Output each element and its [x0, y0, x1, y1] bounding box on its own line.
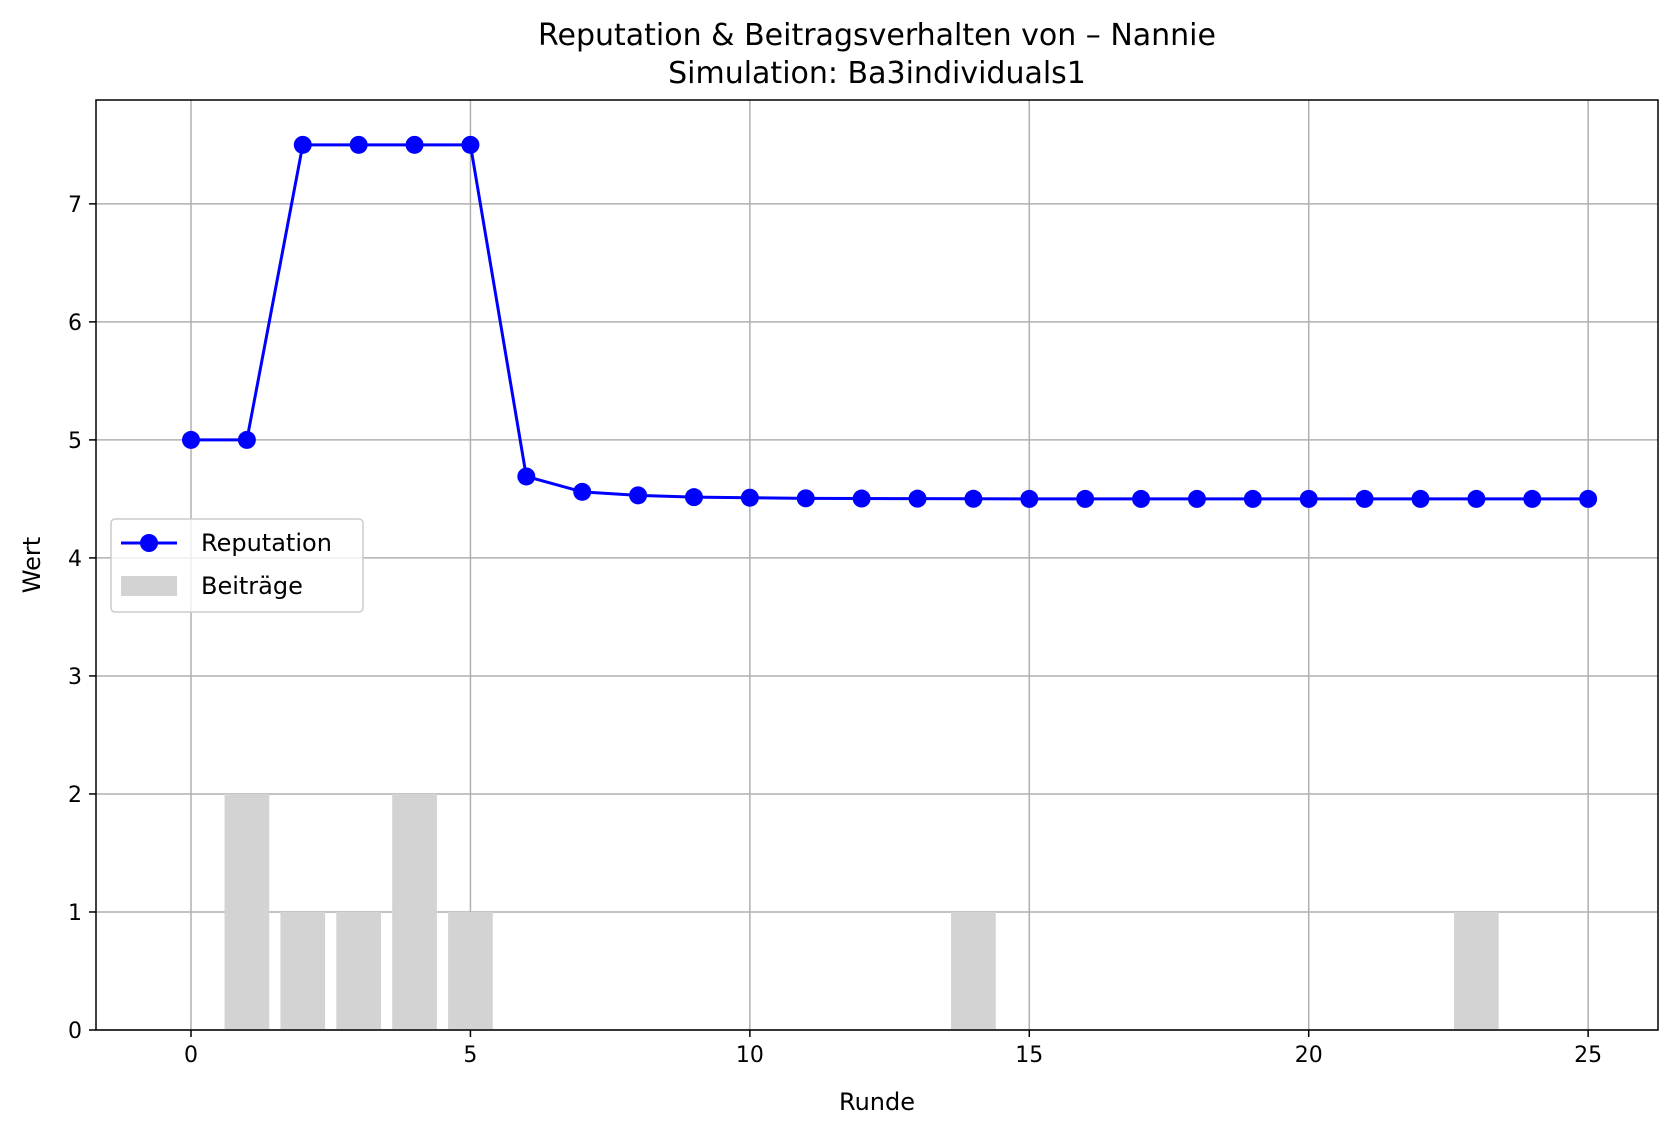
- chart-subtitle: Simulation: Ba3individuals1: [668, 56, 1086, 91]
- reputation-point: [182, 430, 201, 449]
- x-tick-label: 5: [463, 1043, 477, 1068]
- reputation-point: [1411, 489, 1430, 508]
- y-tick-label: 4: [68, 547, 82, 572]
- reputation-point: [1076, 489, 1095, 508]
- bar: [951, 911, 996, 1030]
- reputation-point: [1243, 489, 1262, 508]
- reputation-point: [1523, 489, 1542, 508]
- reputation-point: [293, 135, 312, 154]
- reputation-line: [191, 143, 1589, 501]
- y-tick-label: 2: [68, 783, 82, 808]
- bar: [224, 793, 270, 1030]
- x-tick-label: 10: [736, 1043, 764, 1068]
- line-series: [182, 135, 1598, 508]
- legend-marker-swatch: [140, 534, 158, 552]
- bar: [280, 911, 326, 1030]
- reputation-point: [684, 488, 703, 507]
- reputation-point: [237, 430, 256, 449]
- y-tick-label: 5: [68, 429, 82, 454]
- reputation-point: [964, 489, 983, 508]
- x-tick-label: 0: [184, 1043, 198, 1068]
- bar: [392, 793, 437, 1030]
- y-tick-label: 1: [68, 901, 82, 926]
- bar: [1454, 911, 1499, 1030]
- y-tick-label: 0: [68, 1019, 82, 1044]
- reputation-point: [852, 489, 871, 508]
- reputation-point: [1187, 489, 1206, 508]
- y-tick-label: 7: [68, 193, 82, 218]
- axis-ticks: 0 5 10 15 20 25 0 1 2 3 4 5 6 7: [68, 193, 1602, 1068]
- reputation-point: [1132, 489, 1151, 508]
- y-axis-label: Wert: [18, 537, 46, 593]
- x-tick-label: 15: [1015, 1043, 1043, 1068]
- reputation-point: [629, 486, 648, 505]
- reputation-point: [461, 135, 480, 154]
- reputation-point: [573, 482, 592, 501]
- plot-frame: [95, 99, 1659, 1031]
- reputation-point: [405, 135, 424, 154]
- reputation-point: [1467, 489, 1486, 508]
- x-tick-label: 25: [1574, 1043, 1602, 1068]
- reputation-point: [1579, 489, 1598, 508]
- chart-title: Reputation & Beitragsverhalten von – Nan…: [538, 18, 1216, 53]
- x-axis-label: Runde: [839, 1088, 915, 1116]
- reputation-point: [1020, 489, 1039, 508]
- legend: Reputation Beiträge: [110, 518, 364, 613]
- legend-label-reputation: Reputation: [201, 529, 332, 557]
- bar: [336, 911, 382, 1030]
- reputation-point: [349, 135, 368, 154]
- reputation-point: [1355, 489, 1374, 508]
- reputation-point: [1299, 489, 1318, 508]
- reputation-point: [796, 489, 815, 508]
- legend-bar-swatch: [121, 576, 177, 596]
- y-tick-label: 3: [68, 665, 82, 690]
- legend-label-beitraege: Beiträge: [201, 572, 303, 600]
- y-tick-label: 6: [68, 311, 82, 336]
- x-tick-label: 20: [1295, 1043, 1323, 1068]
- bar-series: [224, 793, 1499, 1030]
- bar: [448, 911, 493, 1030]
- reputation-point: [517, 467, 536, 486]
- reputation-point: [908, 489, 927, 508]
- reputation-point: [740, 488, 759, 507]
